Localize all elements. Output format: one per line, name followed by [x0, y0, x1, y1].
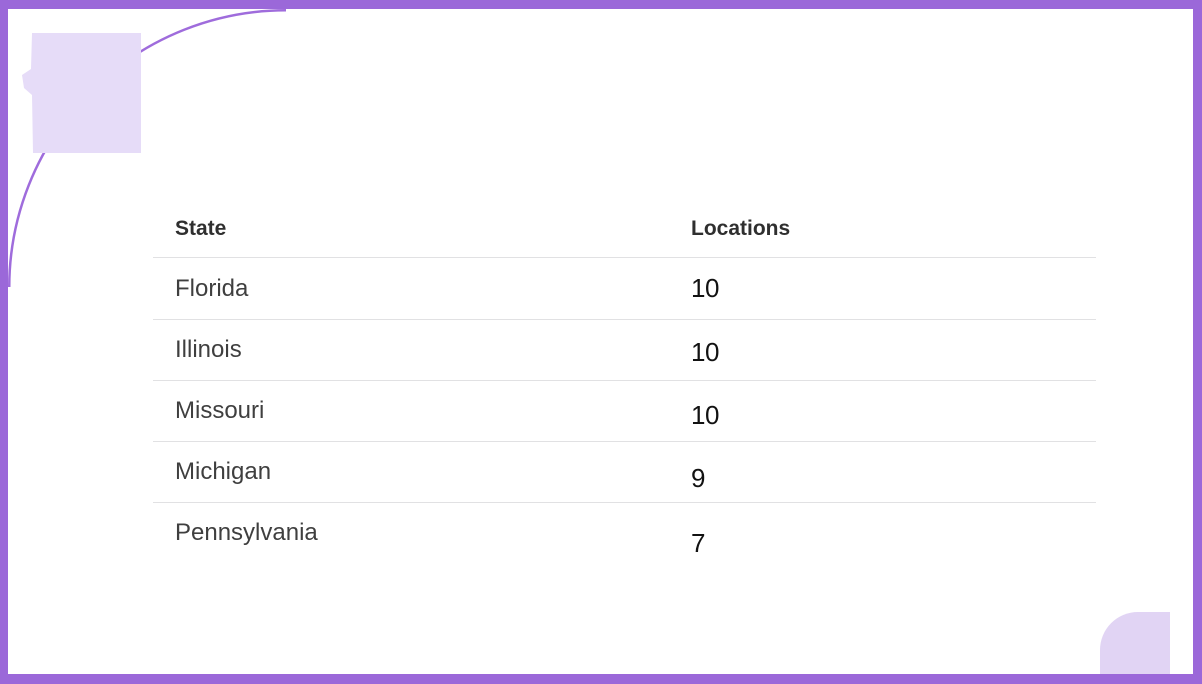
lavender-square-decoration: [22, 33, 141, 153]
locations-cell: 10: [691, 336, 719, 367]
state-cell: Missouri: [175, 397, 265, 424]
state-cell: Florida: [175, 274, 249, 302]
page-content: State Locations Florida 10 Illinois 10 M…: [8, 9, 1193, 674]
column-header-locations: Locations: [691, 217, 791, 240]
table-row: Pennsylvania 7: [153, 502, 1096, 563]
table-row: Illinois 10: [153, 319, 1096, 380]
locations-cell: 10: [691, 399, 719, 430]
lavender-rounded-corner-decoration: [1100, 612, 1170, 674]
column-header-state: State: [175, 217, 227, 240]
table-row: Michigan 9: [153, 441, 1096, 502]
table-row: Missouri 10: [153, 380, 1096, 441]
locations-cell: 9: [691, 462, 705, 493]
locations-cell: 7: [691, 527, 705, 558]
state-cell: Illinois: [175, 336, 242, 363]
state-cell: Michigan: [175, 458, 272, 485]
locations-by-state-table: State Locations Florida 10 Illinois 10 M…: [153, 209, 1096, 563]
table-row: Florida 10: [153, 258, 1096, 319]
state-cell: Pennsylvania: [175, 519, 318, 546]
locations-cell: 10: [691, 273, 719, 303]
table-body: Florida 10 Illinois 10 Missouri 10 Michi…: [153, 258, 1096, 563]
table-header-row: State Locations: [153, 209, 1096, 258]
